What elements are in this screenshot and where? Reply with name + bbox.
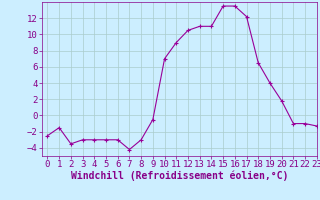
X-axis label: Windchill (Refroidissement éolien,°C): Windchill (Refroidissement éolien,°C)	[70, 171, 288, 181]
